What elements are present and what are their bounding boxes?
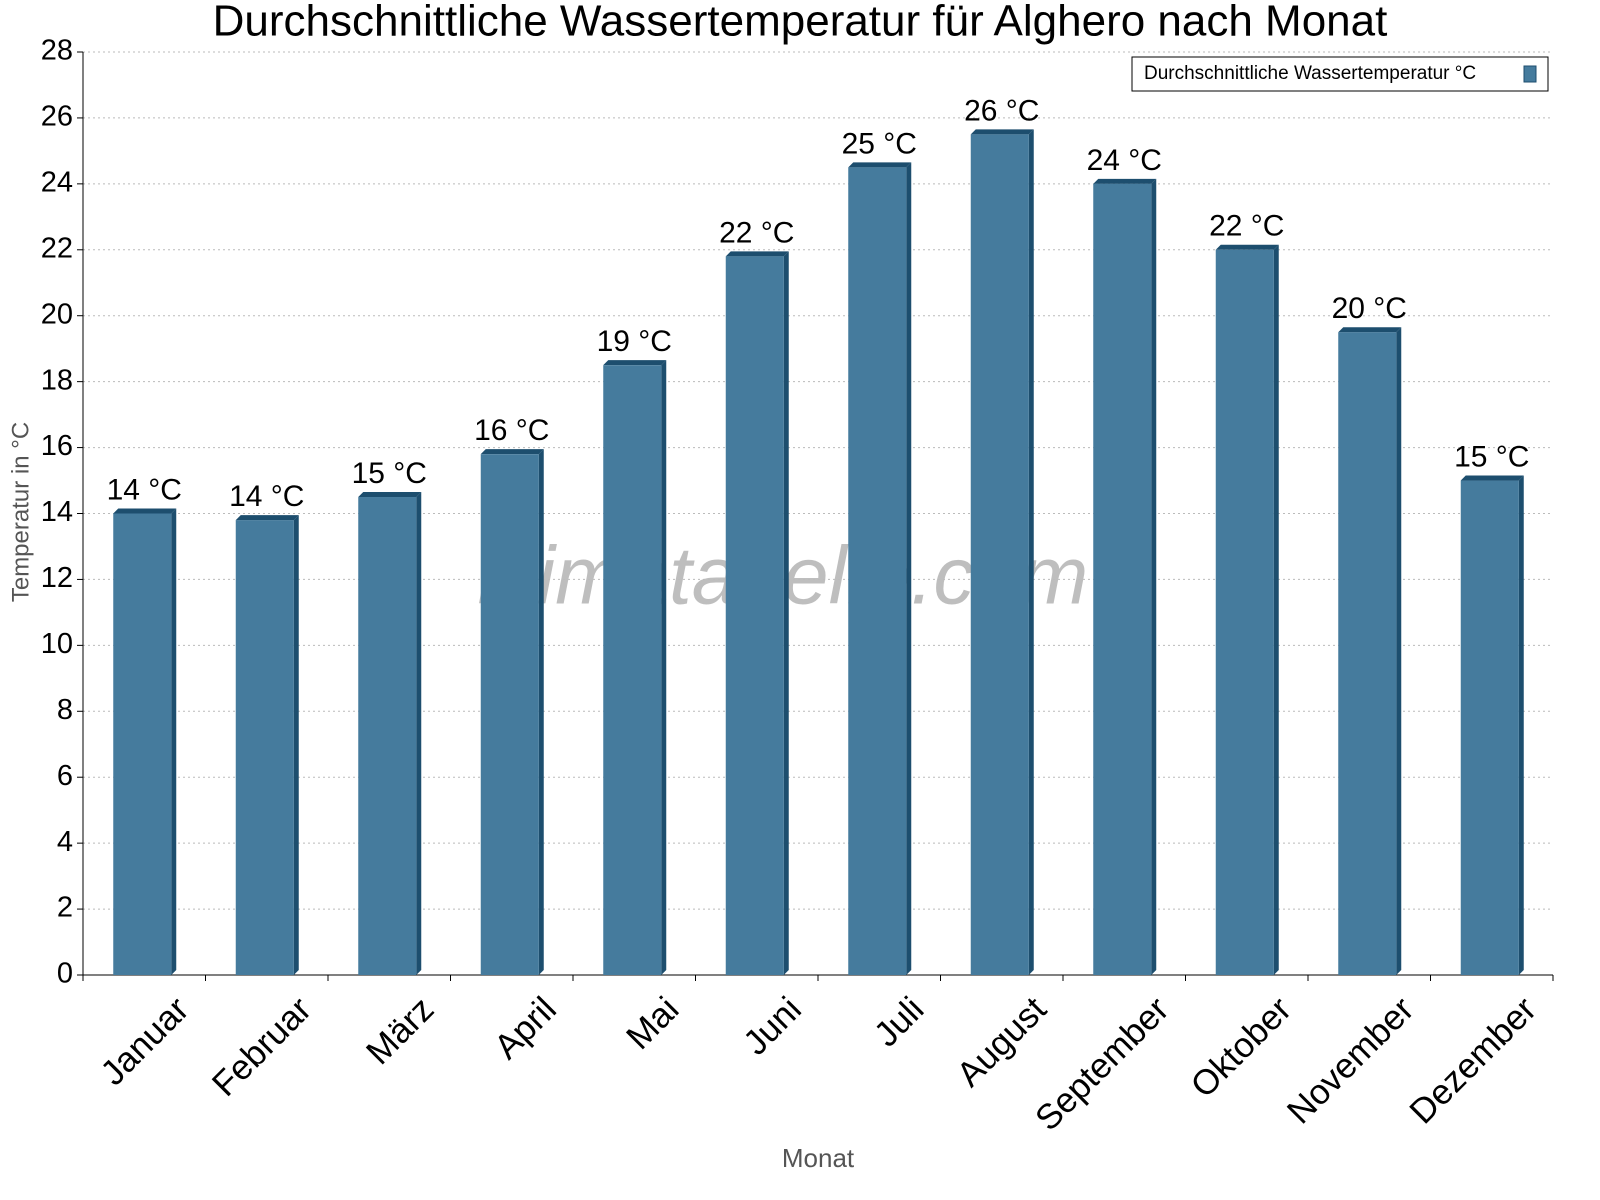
bar-side — [1028, 129, 1034, 976]
value-label: 15 °C — [1454, 440, 1529, 473]
y-axis-label: Temperatur in °C — [7, 422, 34, 602]
bar-side — [293, 515, 299, 975]
bar-side — [906, 162, 912, 975]
x-tick-label: Oktober — [1183, 989, 1299, 1105]
legend-box — [1131, 56, 1549, 92]
x-tick-label: September — [1028, 989, 1177, 1138]
x-tick-label: Februar — [205, 989, 319, 1103]
bar-side — [661, 360, 667, 975]
y-tick-label: 22 — [41, 232, 73, 264]
legend-label: Durchschnittliche Wassertemperatur °C — [1144, 63, 1476, 84]
bar-top — [113, 508, 177, 514]
x-tick-label: Juli — [867, 990, 932, 1055]
bar — [1093, 183, 1152, 975]
x-tick-label: Mai — [619, 990, 686, 1057]
y-tick-label: 16 — [41, 430, 73, 462]
value-label: 26 °C — [964, 94, 1039, 127]
chart-title: Durchschnittliche Wassertemperatur für A… — [213, 0, 1388, 46]
legend-swatch — [1523, 65, 1537, 83]
bar — [1338, 332, 1397, 976]
y-tick-label: 24 — [41, 167, 73, 199]
bar — [1215, 249, 1274, 976]
bar-side — [1518, 475, 1524, 975]
bar-side — [1273, 244, 1279, 976]
value-label: 20 °C — [1332, 292, 1407, 325]
x-tick-label: August — [949, 989, 1054, 1094]
y-tick-label: 0 — [57, 958, 73, 990]
bar-top — [725, 251, 789, 257]
bar-top — [1338, 327, 1402, 333]
y-tick-label: 10 — [41, 628, 73, 660]
y-tick-label: 6 — [57, 760, 73, 792]
bar-side — [1151, 178, 1157, 975]
x-tick-label: April — [487, 990, 564, 1067]
legend: Durchschnittliche Wassertemperatur °C — [1131, 56, 1549, 92]
bar — [235, 520, 294, 975]
value-label: 16 °C — [474, 414, 549, 447]
y-tick-label: 18 — [41, 364, 73, 396]
bar-side — [416, 492, 422, 975]
bar-top — [358, 492, 422, 498]
value-label: 14 °C — [229, 480, 304, 513]
y-tick-label: 2 — [57, 892, 73, 924]
y-tick-label: 12 — [41, 562, 73, 594]
bar-side — [1396, 327, 1402, 976]
x-tick-label: Juni — [736, 990, 809, 1063]
y-tick-label: 14 — [41, 496, 73, 528]
bar — [358, 497, 417, 975]
y-tick-label: 20 — [41, 298, 73, 330]
y-tick-label: 28 — [41, 35, 73, 67]
bar-top — [480, 449, 544, 455]
value-label: 14 °C — [107, 473, 182, 506]
y-tick-label: 26 — [41, 101, 73, 133]
bar — [848, 167, 907, 975]
x-tick-label: November — [1280, 989, 1422, 1131]
bar — [603, 365, 662, 975]
value-label: 22 °C — [1209, 210, 1284, 243]
bar-side — [171, 508, 177, 975]
bar-top — [1093, 178, 1157, 184]
bar-top — [848, 162, 912, 168]
bar-top — [235, 515, 299, 521]
bar-top — [1460, 475, 1524, 481]
bar-side — [538, 449, 544, 975]
x-tick-label: Dezember — [1402, 989, 1544, 1131]
value-label: 25 °C — [842, 127, 917, 160]
value-label: 22 °C — [719, 216, 794, 249]
y-tick-label: 8 — [57, 694, 73, 726]
y-tick-label: 4 — [57, 826, 73, 858]
bar-top — [970, 129, 1034, 135]
value-label: 24 °C — [1087, 144, 1162, 177]
bar-top — [603, 360, 667, 366]
x-tick-label: März — [359, 990, 442, 1073]
bar — [1460, 480, 1519, 975]
bar — [480, 454, 539, 975]
bar-side — [783, 251, 789, 976]
value-label: 15 °C — [352, 457, 427, 490]
bar — [970, 134, 1029, 976]
x-tick-label: Januar — [93, 989, 196, 1092]
x-axis-label: Monat — [782, 1143, 855, 1173]
bar — [725, 256, 784, 976]
value-label: 19 °C — [597, 325, 672, 358]
bar-top — [1215, 244, 1279, 250]
bar — [113, 513, 172, 975]
